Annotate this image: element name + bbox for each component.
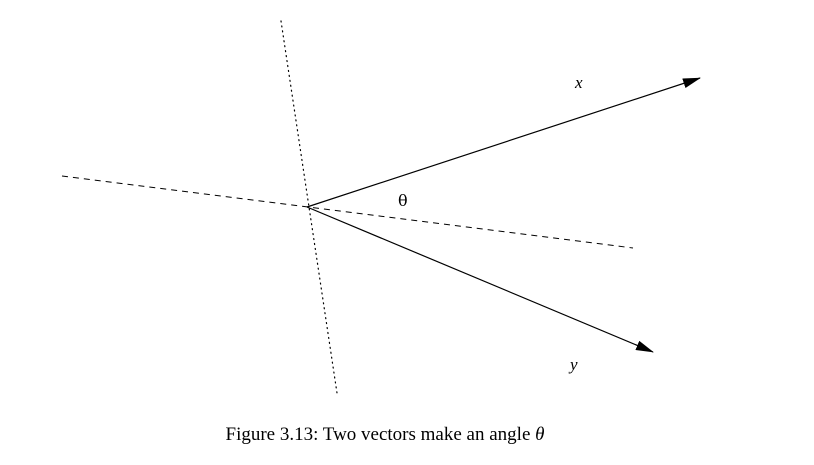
perpendicular-dotted-line bbox=[280, 20, 338, 394]
reference-dashed-line bbox=[61, 175, 634, 249]
vector-x-label: x bbox=[574, 73, 583, 92]
vector-x-arrow bbox=[306, 77, 701, 208]
vector-y-arrow bbox=[306, 206, 654, 353]
figure-caption: Figure 3.13: Two vectors make an angle θ bbox=[0, 424, 770, 446]
angle-theta-label: θ bbox=[398, 191, 408, 210]
vector-y-label: y bbox=[568, 355, 578, 374]
figure-caption-text: Figure 3.13: Two vectors make an angle bbox=[225, 424, 531, 445]
figure-caption-theta: θ bbox=[535, 424, 545, 445]
